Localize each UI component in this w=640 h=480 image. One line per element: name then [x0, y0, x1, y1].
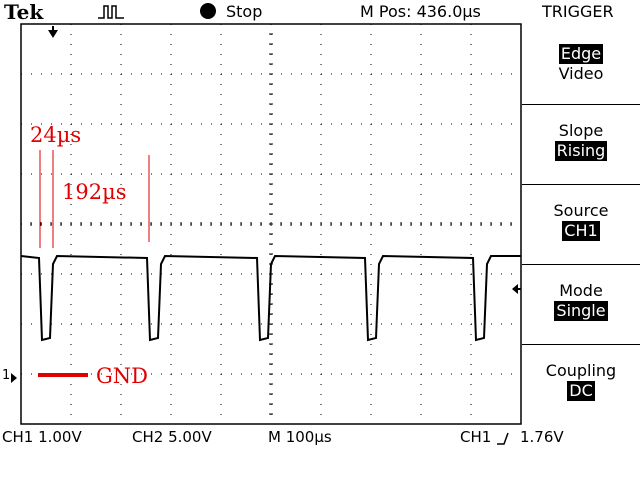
menu-button-source[interactable]: Source CH1	[522, 185, 640, 265]
menu-slope-label: Slope	[558, 121, 604, 140]
menu-type-video: Video	[558, 64, 604, 83]
timebase: M 100µs	[268, 428, 332, 446]
period-annotation: 192µs	[62, 180, 127, 204]
horizontal-position: M Pos: 436.0µs	[360, 2, 481, 21]
graticule	[20, 23, 522, 425]
ch1-trace	[20, 254, 521, 342]
menu-source-value: CH1	[562, 221, 600, 241]
menu-divider	[522, 104, 640, 105]
menu-coupling-value: DC	[567, 381, 595, 401]
menu-button-mode[interactable]: Mode Single	[522, 265, 640, 345]
ch1-scale: CH1 1.00V	[2, 428, 82, 446]
stop-dot-icon	[200, 3, 216, 19]
top-status-bar: Tek Stop M Pos: 436.0µs TRIGGER	[0, 0, 640, 24]
menu-divider	[522, 264, 640, 265]
trigger-side-menu: Edge Video Slope Rising Source CH1 Mode …	[522, 24, 640, 424]
graticule-frame	[20, 23, 522, 425]
pulse-waveform-icon	[98, 5, 124, 19]
trigger-level-arrow-icon	[512, 284, 518, 294]
menu-slope-value: Rising	[554, 141, 608, 161]
menu-type-edge: Edge	[558, 44, 604, 64]
menu-divider	[522, 184, 640, 185]
menu-title: TRIGGER	[542, 2, 614, 21]
menu-button-type[interactable]: Edge Video	[522, 24, 640, 104]
menu-button-slope[interactable]: Slope Rising	[522, 105, 640, 185]
ch1-ground-arrow	[11, 373, 17, 383]
measurement-annotations	[39, 150, 150, 248]
pulse-width-annotation: 24µs	[30, 123, 82, 147]
ch1-ground-marker: 1	[2, 368, 11, 383]
menu-button-coupling[interactable]: Coupling DC	[522, 345, 640, 425]
trigger-source: CH1	[460, 428, 492, 446]
rising-edge-icon	[497, 432, 509, 445]
menu-divider	[522, 344, 640, 345]
menu-mode-value: Single	[554, 301, 608, 321]
ch2-scale: CH2 5.00V	[132, 428, 212, 446]
trigger-position-arrow-icon	[48, 30, 58, 38]
brand-logo: Tek	[4, 0, 44, 24]
menu-coupling-label: Coupling	[545, 361, 617, 380]
ground-annotation: GND	[96, 364, 148, 388]
run-status: Stop	[226, 2, 263, 21]
menu-mode-label: Mode	[559, 281, 603, 300]
menu-source-label: Source	[553, 201, 609, 220]
trigger-level: 1.76V	[520, 428, 564, 446]
bottom-status-bar: CH1 1.00V CH2 5.00V M 100µs CH1 1.76V	[0, 426, 640, 448]
